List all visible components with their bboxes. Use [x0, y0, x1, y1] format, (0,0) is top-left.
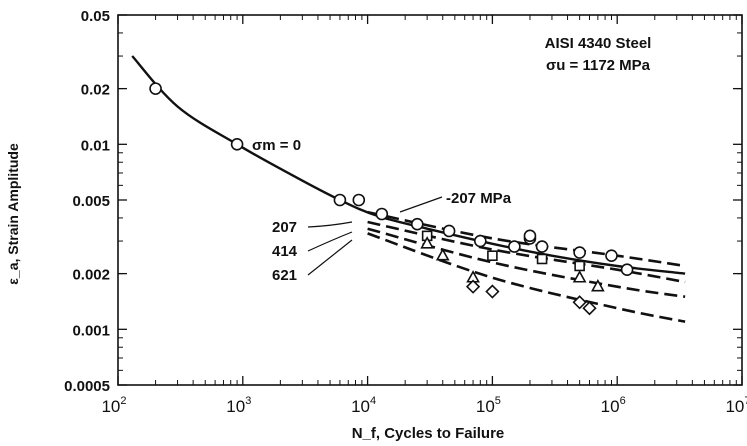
y-tick-label: 0.001: [72, 322, 110, 339]
y-tick-label: 0.05: [81, 8, 110, 25]
data-point-series-0: [333, 193, 347, 207]
annotation-minus-207: -207 MPa: [446, 190, 512, 207]
x-axis-title: N_f, Cycles to Failure: [352, 425, 505, 442]
y-tick-label: 0.005: [72, 193, 110, 210]
y-tick-label: 0.02: [81, 82, 110, 99]
curve-series-4: [367, 232, 686, 323]
x-tick-exponent: 5: [495, 395, 501, 407]
data-point-series-0: [149, 82, 162, 95]
x-tick-label: 107: [725, 395, 747, 416]
data-point-series-0: [508, 240, 521, 253]
data-point-series-2: [487, 250, 498, 261]
data-point-series-0: [442, 224, 456, 238]
points-layer: [149, 82, 634, 316]
data-point-series-0: [230, 138, 244, 151]
annotation-414: 414: [272, 243, 298, 260]
x-tick-label: 103: [226, 395, 251, 416]
leader-207: [307, 221, 353, 228]
x-tick-label: 102: [101, 395, 126, 416]
y-tick-label: 0.0005: [64, 378, 110, 395]
leader-minus-207: [399, 196, 443, 213]
y-tick-label: 0.002: [72, 267, 110, 284]
data-point-series-3: [420, 236, 434, 249]
data-point-series-4: [582, 301, 597, 316]
x-tick-label: 106: [601, 395, 626, 416]
data-point-series-0: [375, 207, 389, 221]
data-point-series-4: [572, 295, 587, 310]
data-point-series-3: [572, 270, 587, 283]
data-point-series-1: [523, 229, 537, 243]
y-axis-title: ε_a, Strain Amplitude: [5, 143, 21, 285]
data-point-series-3: [591, 279, 605, 292]
data-point-series-4: [485, 284, 500, 299]
data-point-series-2: [536, 253, 548, 265]
annotation-207: 207: [272, 219, 297, 236]
x-tick-exponent: 7: [744, 395, 747, 407]
data-point-series-0: [352, 193, 366, 207]
x-tick-label: 104: [351, 395, 376, 416]
chart-title-line-1: AISI 4340 Steel: [545, 35, 652, 52]
data-point-series-0: [605, 249, 618, 262]
annotation-sigma-m-zero: σm = 0: [252, 137, 301, 154]
plot-frame: [117, 14, 743, 386]
data-point-series-3: [435, 248, 450, 261]
x-tick-exponent: 6: [620, 395, 626, 407]
leader-621: [307, 239, 353, 276]
y-tick-label: 0.01: [81, 137, 110, 154]
data-point-series-0: [474, 234, 487, 248]
curve-series-3: [367, 227, 686, 298]
data-point-series-1: [535, 240, 549, 253]
data-point-series-2: [574, 260, 585, 272]
data-point-series-0: [410, 217, 424, 231]
chart-title-line-2: σu = 1172 MPa: [546, 57, 651, 74]
x-tick-exponent: 2: [120, 395, 126, 407]
annotation-621: 621: [272, 267, 297, 284]
x-tick-exponent: 3: [245, 395, 251, 407]
data-point-series-1: [620, 263, 634, 276]
data-point-series-0: [573, 246, 586, 259]
x-tick-exponent: 4: [370, 395, 376, 407]
data-point-series-4: [465, 279, 481, 294]
x-tick-label: 105: [476, 395, 501, 416]
leader-414: [307, 231, 353, 252]
